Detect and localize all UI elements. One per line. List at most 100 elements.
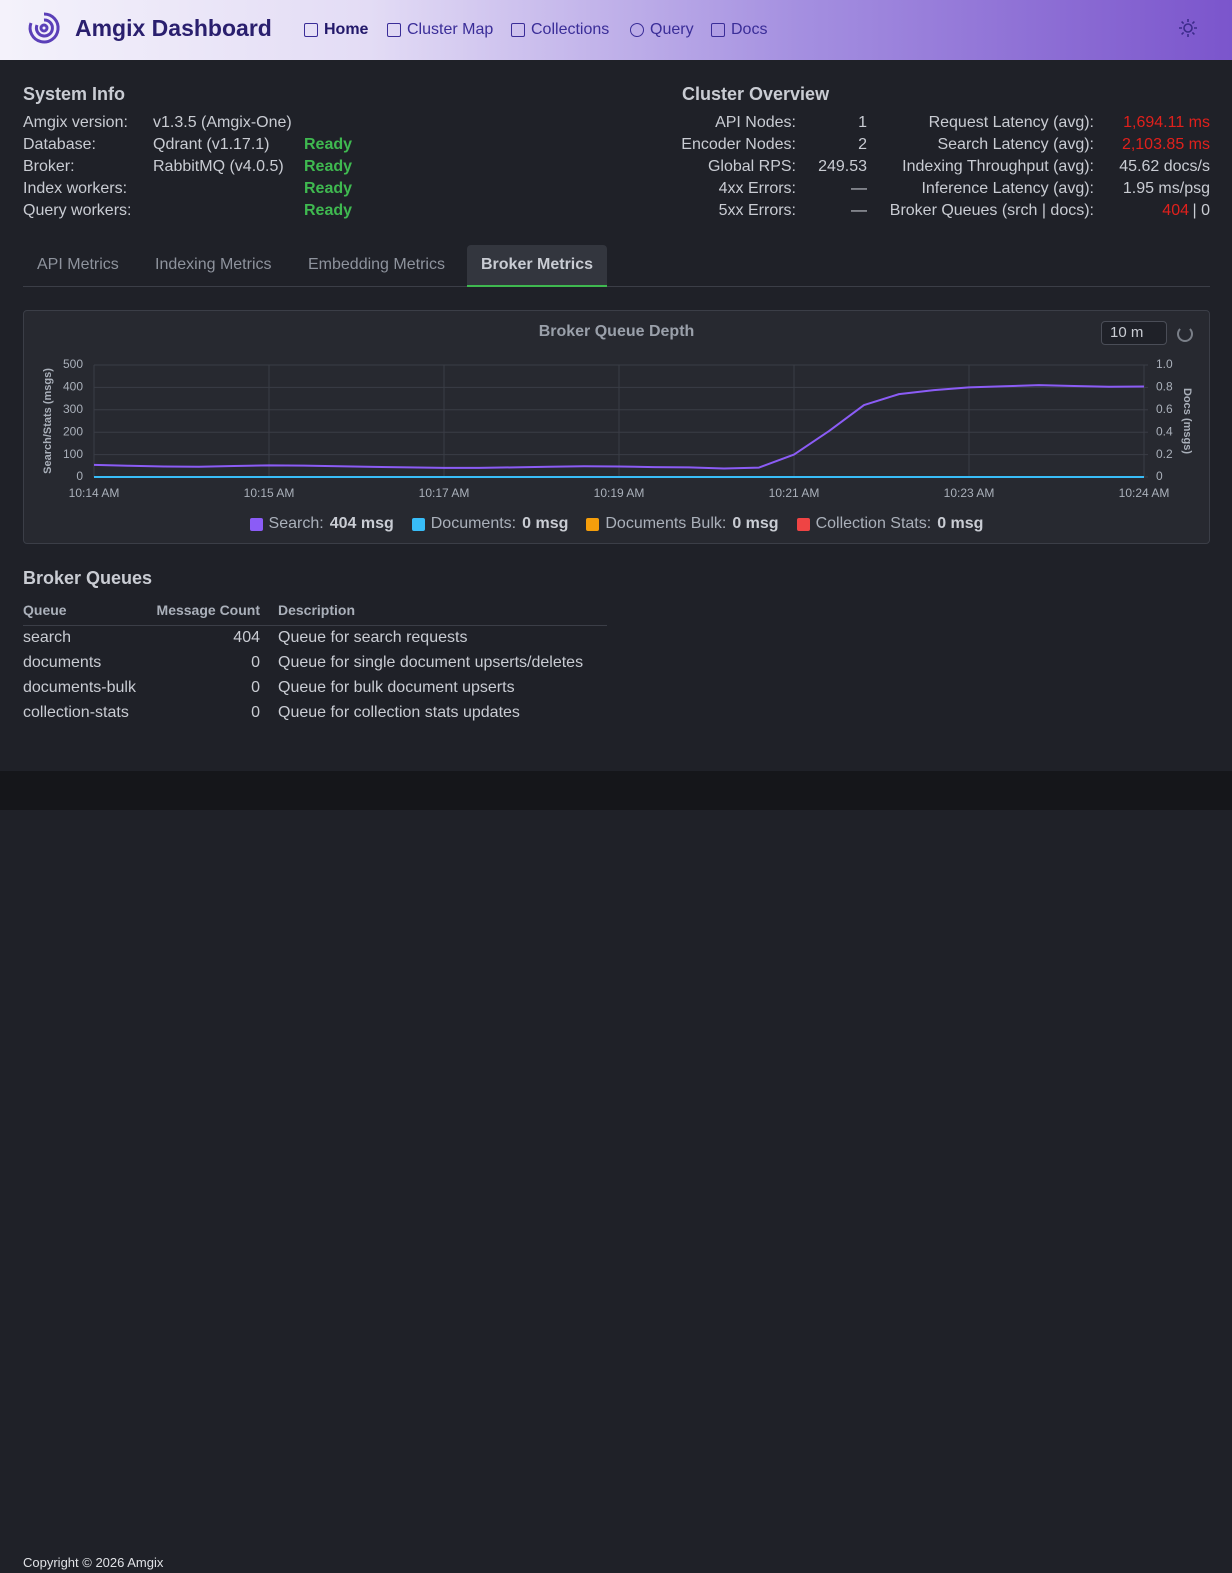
chart: 0 100 200 300 400 500 0 0.2 0.4 0.6 0.8 1.0 10:14 AM… (42, 357, 1193, 500)
legend-item[interactable]: Collection Stats:0 msg (796, 515, 984, 533)
info-label: Amgix version: (23, 114, 128, 131)
tab[interactable]: Indexing Metrics (155, 256, 272, 273)
legend-item[interactable]: Documents:0 msg (411, 515, 569, 533)
status: Ready (304, 202, 353, 219)
legend-value: 0 msg (732, 515, 779, 532)
table-cell: collection-stats (23, 704, 129, 721)
legend-name: Documents Bulk (605, 515, 722, 532)
legend-item[interactable]: Search:404 msg (249, 515, 394, 533)
table-cell: search (23, 629, 72, 646)
chart-card: 0 100 200 300 400 500 0 0.2 0.4 0.6 0.8 1.0 10:14 AM… (23, 310, 1210, 544)
x-tick-label: 10:24 AM (1119, 486, 1170, 500)
y-axis-label: Search/Stats (msgs) (42, 368, 54, 474)
tab-divider (23, 286, 1210, 287)
legend-swatch (796, 517, 810, 531)
header: Amgix Dashboard Home Cluster Map Collection… (0, 0, 1232, 60)
refresh-button[interactable] (1177, 326, 1193, 342)
legend-sep: : (926, 515, 932, 532)
legend-value: 0 msg (522, 515, 569, 532)
nav-link[interactable]: Query (650, 21, 694, 38)
tab[interactable]: Embedding Metrics (308, 256, 445, 273)
y-tick-label: 300 (63, 402, 83, 416)
nav-icon (630, 23, 644, 37)
legend-swatch (249, 517, 263, 531)
table-header: Message Count (156, 602, 260, 618)
info-value: v1.3.5 (Amgix-One) (153, 114, 292, 131)
table-cell: 0 (251, 654, 260, 671)
nav-link[interactable]: Docs (731, 21, 768, 38)
info-value: RabbitMQ (v4.0.5) (153, 158, 284, 175)
metric-label: API Nodes: (715, 114, 796, 131)
metric-label: Inference Latency (avg): (921, 180, 1094, 197)
nav-link[interactable]: Home (324, 21, 369, 38)
tab[interactable]: Broker Metrics (467, 245, 608, 287)
metric-value: 1.95 ms/psg (1122, 180, 1210, 197)
x-tick-label: 10:19 AM (594, 486, 645, 500)
legend-sep: : (721, 515, 727, 532)
x-tick-label: 10:17 AM (419, 486, 470, 500)
metric-label: Request Latency (avg): (928, 114, 1094, 131)
metric-label: 4xx Errors: (718, 180, 796, 197)
x-tick-label: 10:15 AM (244, 486, 295, 500)
info-label: Query workers: (23, 202, 132, 219)
status: Ready (304, 180, 353, 197)
nav-link[interactable]: Cluster Map (407, 21, 494, 38)
table-cell: Queue for single document upserts/delete… (278, 654, 584, 671)
x-tick-label: 10:23 AM (944, 486, 995, 500)
app-title: Amgix Dashboard (75, 15, 272, 41)
theme-toggle[interactable] (1178, 18, 1198, 38)
metric-label: Global RPS: (707, 158, 796, 175)
metric-value: — (851, 180, 867, 197)
metric-label: Search Latency (avg): (937, 136, 1094, 153)
metric-value: 45.62 docs/s (1119, 158, 1210, 175)
table-cell: 404 (233, 629, 260, 646)
y2-tick-label: 1.0 (1156, 357, 1173, 371)
tab[interactable]: API Metrics (37, 256, 119, 273)
logo (28, 12, 60, 44)
table-cell: 0 (251, 704, 260, 721)
metric-value: 2 (858, 136, 867, 153)
series-line (93, 384, 1145, 470)
y-tick-label: 200 (63, 424, 83, 438)
legend-sep: : (511, 515, 517, 532)
nav-icon (711, 23, 725, 37)
legend: Search:404 msg Documents:0 msg Documents B… (24, 515, 1209, 533)
metric-label: Indexing Throughput (avg): (902, 158, 1094, 175)
y2-tick-label: 0 (1156, 469, 1163, 483)
table-cell: Queue for search requests (278, 629, 468, 646)
status: Ready (304, 136, 353, 153)
section-title: Broker Queues (23, 568, 153, 588)
metric-label: 5xx Errors: (718, 202, 796, 219)
metric-label: Broker Queues (srch | docs): (889, 202, 1094, 219)
legend-swatch (586, 517, 600, 531)
legend-value: 404 msg (329, 515, 394, 532)
y-tick-label: 400 (63, 380, 83, 394)
table-cell: documents-bulk (23, 679, 136, 696)
legend-item[interactable]: Documents Bulk:0 msg (586, 515, 779, 533)
status: Ready (304, 158, 353, 175)
y-tick-label: 0 (76, 469, 83, 483)
y2-axis-label: Docs (msgs) (1181, 388, 1193, 454)
nav-link[interactable]: Collections (531, 21, 610, 38)
y2-tick-label: 0.2 (1156, 447, 1173, 461)
metric-value: — (851, 202, 867, 219)
legend-value: 0 msg (937, 515, 984, 532)
metric-label: Encoder Nodes: (681, 136, 796, 153)
range-select[interactable]: 10 m (1101, 321, 1167, 345)
y2-tick-label: 0.4 (1156, 424, 1173, 438)
metric-value: 404 (1162, 202, 1189, 219)
footer: Copyright © 2026 Amgix (0, 771, 1232, 1570)
table-header: Description (278, 602, 356, 618)
info-label: Broker: (23, 158, 75, 175)
footer-text: Copyright © 2026 Amgix (23, 1555, 164, 1570)
legend-name: Search (268, 515, 320, 532)
table-cell: 0 (251, 679, 260, 696)
y2-tick-label: 0.8 (1156, 380, 1173, 394)
section-title: System Info (23, 84, 126, 104)
metric-value: 1 (858, 114, 867, 131)
metric-value: 2,103.85 ms (1121, 136, 1210, 153)
y-tick-label: 500 (63, 357, 83, 371)
table-cell: Queue for bulk document upserts (278, 679, 515, 696)
legend-swatch (411, 517, 425, 531)
